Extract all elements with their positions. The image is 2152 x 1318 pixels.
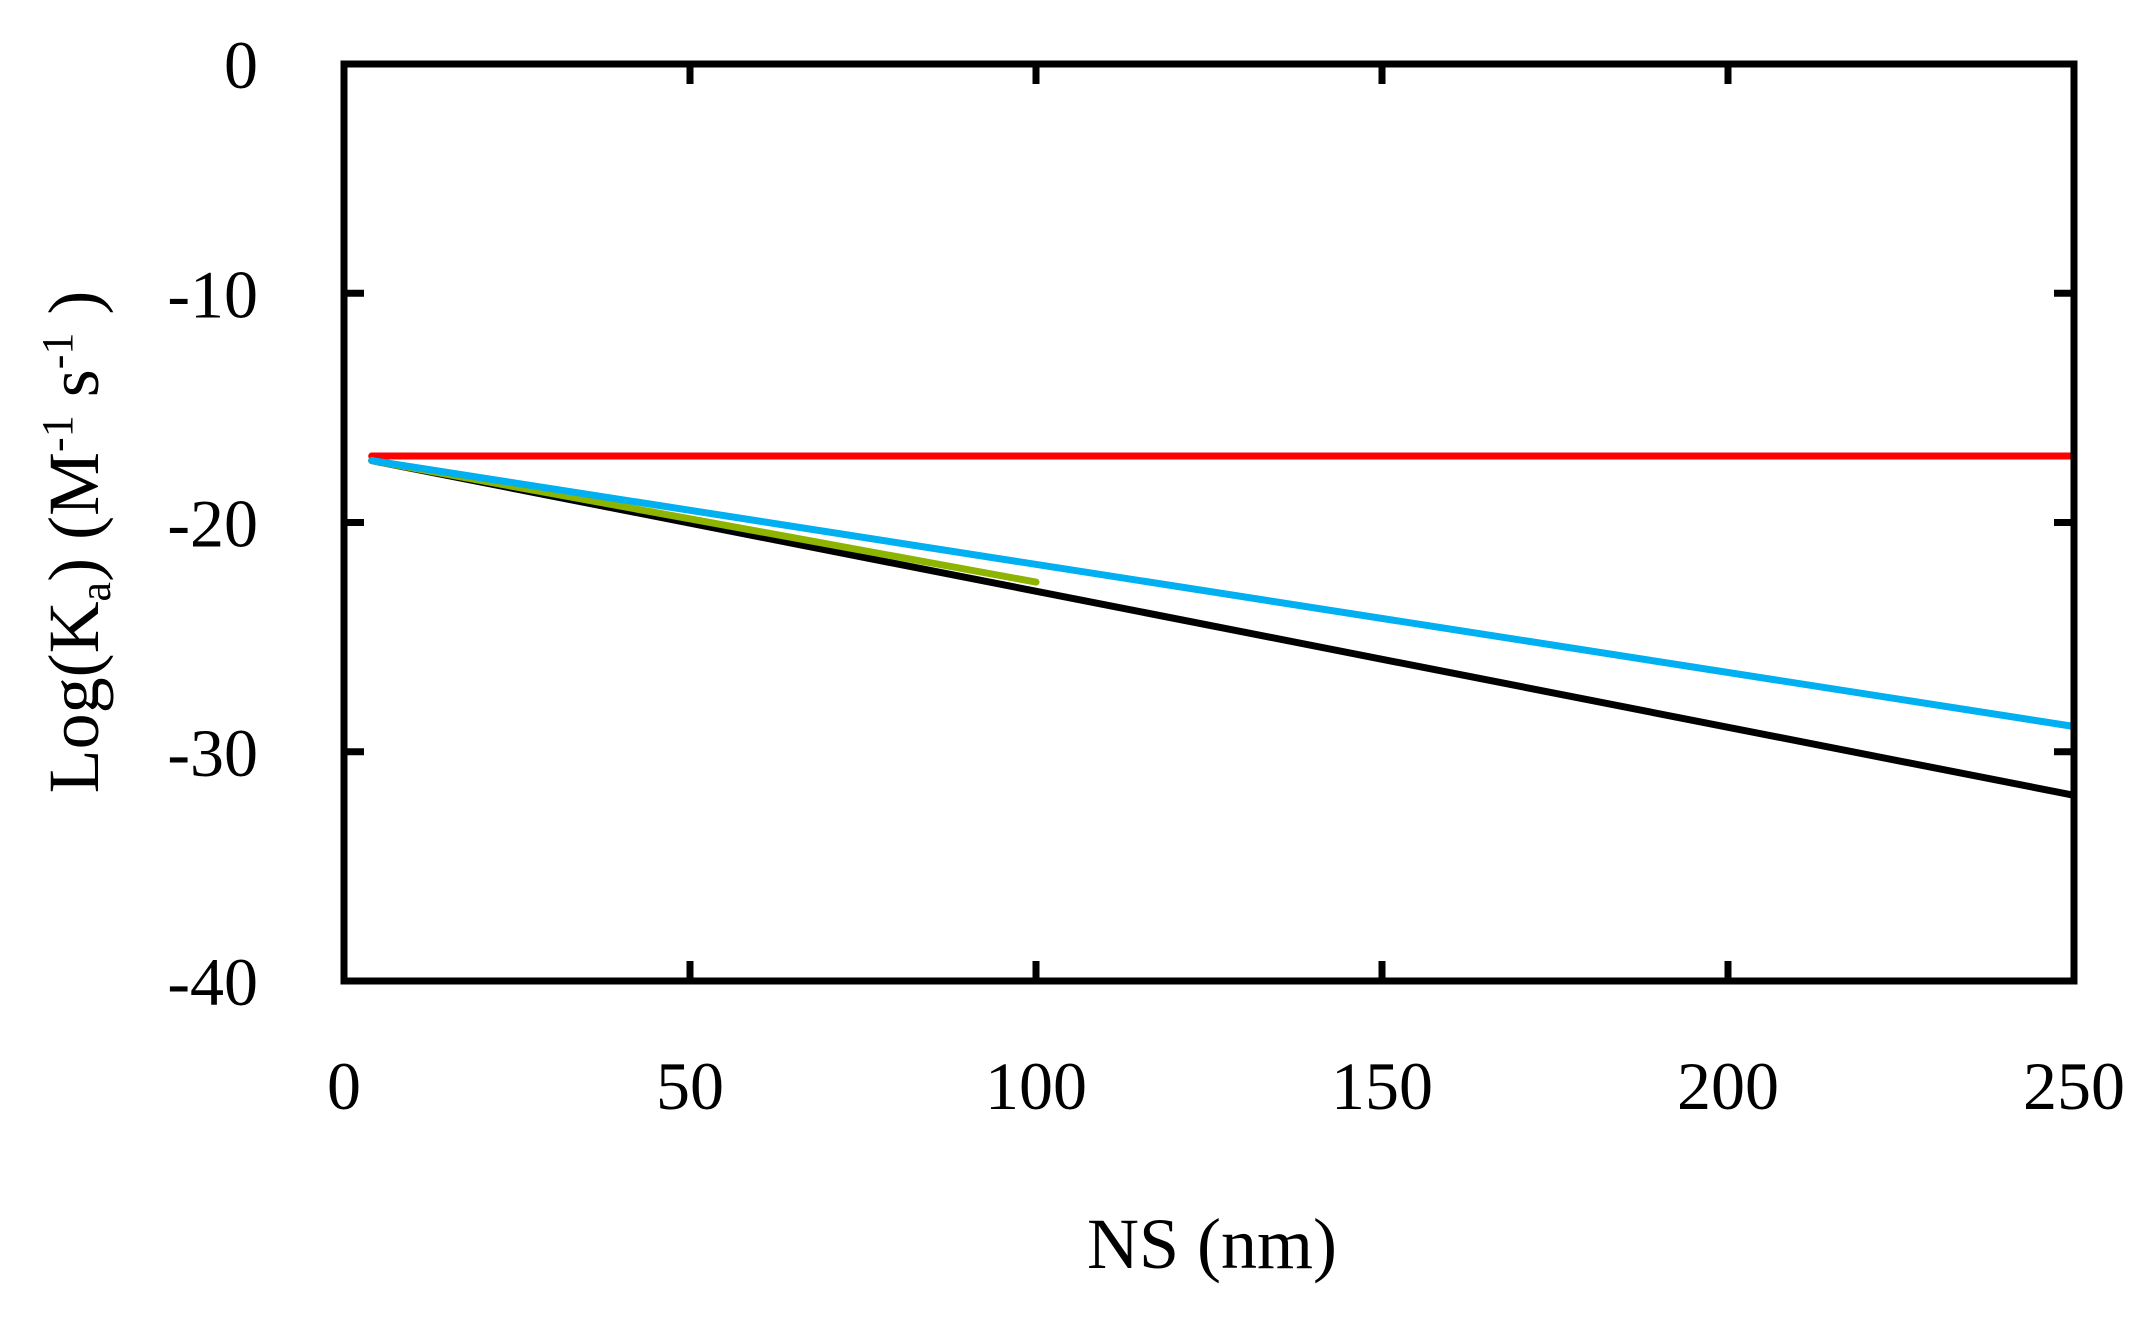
x-tick-label: 50 — [656, 1048, 724, 1124]
x-tick-label: 200 — [1677, 1048, 1779, 1124]
y-axis-title-sup2: -1 — [33, 333, 82, 370]
y-axis-title: Log(Ka) (M-1 s-1 ) — [33, 291, 120, 794]
x-tick-label: 100 — [985, 1048, 1087, 1124]
y-axis-title-suffix: ) — [34, 291, 114, 333]
y-axis-title-sup1: -1 — [33, 415, 82, 452]
x-axis-title: NS (nm) — [1087, 1204, 1337, 1284]
tick-layer: 0 50 100 150 200 250 0 -10 -20 -30 -40 — [167, 27, 2125, 1124]
y-axis-title-mid2: s — [34, 369, 114, 415]
y-tick-label: 0 — [224, 27, 258, 103]
y-axis-title-prefix: Log(K — [34, 601, 114, 793]
plot-frame — [340, 60, 2078, 985]
series-layer — [368, 452, 2078, 799]
y-axis-title-sub: a — [71, 582, 120, 602]
y-tick-label: -40 — [167, 944, 258, 1020]
y-tick-label: -30 — [167, 715, 258, 791]
series-line-4 — [368, 457, 2078, 730]
x-tick-label: 250 — [2023, 1048, 2125, 1124]
y-tick-label: -20 — [167, 486, 258, 562]
y-tick-label: -10 — [167, 256, 258, 332]
y-axis-title-mid: ) (M — [34, 452, 114, 582]
series-line-2 — [368, 457, 2078, 799]
x-tick-label: 150 — [1331, 1048, 1433, 1124]
x-tick-label: 0 — [327, 1048, 361, 1124]
